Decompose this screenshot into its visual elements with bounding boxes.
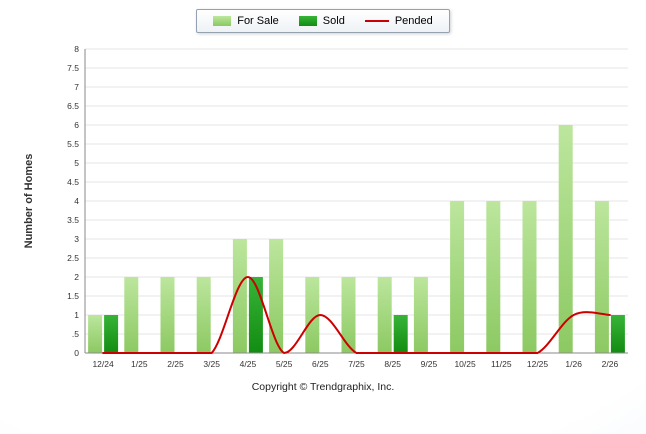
y-tick-label: 6.5	[67, 101, 79, 111]
legend-label-pended: Pended	[394, 15, 433, 27]
y-tick-label: 6	[74, 120, 79, 130]
bar-for-sale	[269, 239, 284, 353]
y-axis-title: Number of Homes	[23, 154, 35, 249]
x-tick-label: 5/25	[276, 359, 293, 369]
pended-line	[102, 275, 611, 355]
bar-sold	[393, 315, 408, 353]
y-tick-label: 0	[74, 348, 79, 358]
y-tick-label: 4.5	[67, 177, 79, 187]
y-tick-label: 2	[74, 272, 79, 282]
bar-for-sale	[196, 277, 211, 353]
legend: For Sale Sold Pended	[196, 9, 450, 33]
y-tick-label: 5.5	[67, 139, 79, 149]
x-tick-label: 7/25	[348, 359, 365, 369]
copyright-text: Copyright © Trendgraphix, Inc.	[251, 381, 395, 393]
y-tick-label: 5	[74, 158, 79, 168]
chart-canvas: 0 .5 1 1.5 2 2.5 3 3.5 4 4.5 5 5.5 6 6.5 7 7.5 8 12/24 1/2…	[23, 44, 628, 369]
bar-for-sale	[486, 201, 501, 353]
x-tick-label: 8/25	[384, 359, 401, 369]
bar-for-sale	[377, 277, 392, 353]
pended-line-swatch-icon	[364, 20, 389, 22]
bar-for-sale	[558, 125, 573, 353]
x-tick-label: 12/25	[527, 359, 549, 369]
bar-sold	[610, 315, 625, 353]
x-tick-label: 1/26	[565, 359, 582, 369]
bar-for-sale	[88, 315, 103, 353]
y-tick-label: 8	[74, 44, 79, 54]
y-tick-label: 3.5	[67, 215, 79, 225]
y-tick-label: 1.5	[67, 291, 79, 301]
y-tick-label: 7	[74, 82, 79, 92]
x-tick-label: 2/25	[167, 359, 184, 369]
x-tick-label: 9/25	[421, 359, 438, 369]
legend-label-for-sale: For Sale	[237, 15, 279, 27]
x-tick-label: 3/25	[203, 359, 220, 369]
x-tick-label: 12/24	[92, 359, 114, 369]
y-tick-label: 4	[74, 196, 79, 206]
y-tick-label: 7.5	[67, 63, 79, 73]
legend-row: For Sale Sold Pended	[0, 0, 646, 33]
x-tick-label: 2/26	[602, 359, 619, 369]
y-tick-label: 2.5	[67, 253, 79, 263]
x-tick-label: 10/25	[454, 359, 476, 369]
bar-for-sale	[160, 277, 175, 353]
legend-item-sold: Sold	[298, 15, 345, 27]
x-tick-label: 11/25	[491, 359, 512, 369]
bar-sold	[248, 277, 263, 353]
x-tick-label: 4/25	[240, 359, 257, 369]
bar-for-sale	[232, 239, 247, 353]
legend-item-pended: Pended	[364, 15, 433, 27]
bar-for-sale	[341, 277, 356, 353]
y-tick-label: 3	[74, 234, 79, 244]
x-tick-label: 1/25	[131, 359, 148, 369]
bar-for-sale	[522, 201, 537, 353]
bar-for-sale	[594, 201, 609, 353]
sold-swatch-icon	[298, 16, 317, 26]
y-tick-label: 1	[74, 310, 79, 320]
bar-for-sale	[413, 277, 428, 353]
legend-item-for-sale: For Sale	[213, 15, 279, 27]
for-sale-swatch-icon	[213, 16, 232, 26]
bar-for-sale	[450, 201, 465, 353]
bar-for-sale	[305, 277, 320, 353]
y-tick-label: .5	[72, 329, 79, 339]
legend-label-sold: Sold	[322, 15, 345, 27]
bar-sold	[104, 315, 119, 353]
bar-for-sale	[124, 277, 139, 353]
x-tick-label: 6/25	[312, 359, 329, 369]
